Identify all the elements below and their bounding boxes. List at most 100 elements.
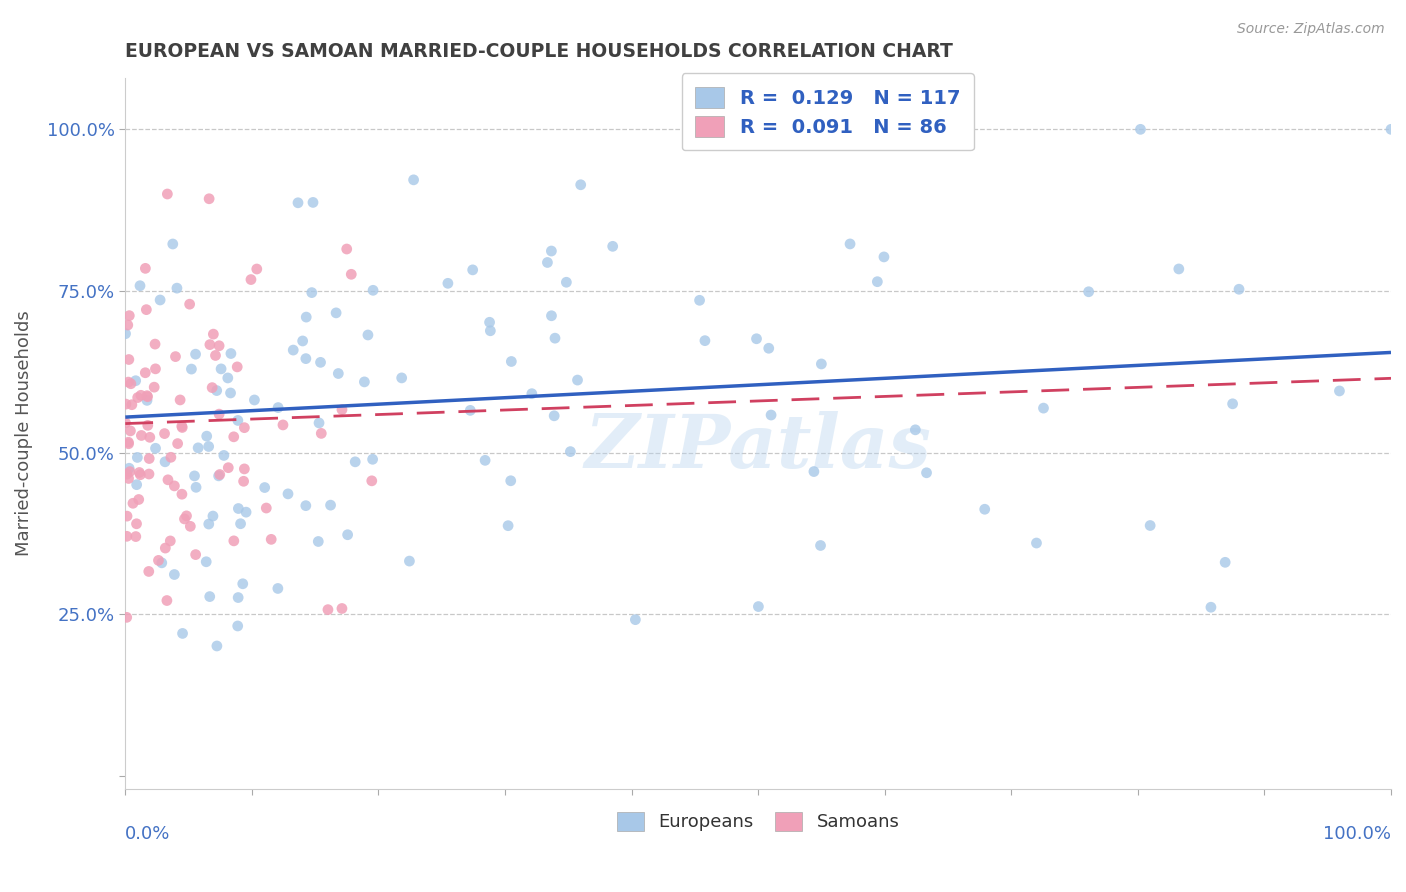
Point <box>478 315 501 329</box>
Point <box>543 409 565 423</box>
Point <box>115 397 138 411</box>
Point <box>125 477 148 491</box>
Point <box>150 556 173 570</box>
Point <box>243 392 266 407</box>
Point <box>198 337 221 351</box>
Point <box>271 417 294 432</box>
Point <box>155 541 177 555</box>
Point <box>129 467 152 482</box>
Point <box>319 498 342 512</box>
Point <box>136 390 159 404</box>
Point <box>117 471 139 485</box>
Point <box>745 332 768 346</box>
Point <box>229 516 252 531</box>
Text: Source: ZipAtlas.com: Source: ZipAtlas.com <box>1237 22 1385 37</box>
Point <box>624 613 647 627</box>
Point <box>353 375 375 389</box>
Point <box>499 474 522 488</box>
Point <box>254 501 277 516</box>
Point <box>153 426 176 441</box>
Point <box>803 465 825 479</box>
Point <box>222 430 245 444</box>
Point <box>217 371 239 385</box>
Point <box>311 426 333 441</box>
Point <box>163 479 186 493</box>
Text: EUROPEAN VS SAMOAN MARRIED-COUPLE HOUSEHOLDS CORRELATION CHART: EUROPEAN VS SAMOAN MARRIED-COUPLE HOUSEH… <box>125 42 953 61</box>
Point <box>1213 555 1236 569</box>
Point <box>212 449 235 463</box>
Point <box>283 343 305 357</box>
Point <box>197 440 219 454</box>
Point <box>540 244 562 258</box>
Point <box>1379 122 1402 136</box>
Point <box>810 539 832 553</box>
Point <box>128 466 150 480</box>
Point <box>1329 384 1351 398</box>
Point <box>291 334 314 348</box>
Point <box>309 355 332 369</box>
Point <box>295 499 318 513</box>
Point <box>204 348 226 362</box>
Point <box>287 195 309 210</box>
Point <box>336 242 359 256</box>
Point <box>1032 401 1054 416</box>
Point <box>159 533 181 548</box>
Point <box>501 354 523 368</box>
Point <box>219 346 242 360</box>
Point <box>156 186 179 201</box>
Point <box>148 553 170 567</box>
Point <box>205 639 228 653</box>
Point <box>117 375 139 389</box>
Point <box>134 366 156 380</box>
Point <box>839 236 862 251</box>
Point <box>125 530 148 544</box>
Point <box>520 386 543 401</box>
Point <box>117 436 139 450</box>
Text: ZIPatlas: ZIPatlas <box>585 411 932 483</box>
Point <box>184 548 207 562</box>
Point <box>170 419 193 434</box>
Point <box>866 275 889 289</box>
Point <box>208 467 231 482</box>
Point <box>560 444 582 458</box>
Point <box>567 373 589 387</box>
Point <box>128 492 150 507</box>
Point <box>166 436 188 450</box>
Point <box>195 429 218 443</box>
Y-axis label: Married-couple Households: Married-couple Households <box>15 310 32 556</box>
Point <box>357 328 380 343</box>
Point <box>172 626 194 640</box>
Point <box>115 529 138 543</box>
Point <box>129 388 152 402</box>
Point <box>120 424 142 438</box>
Point <box>135 302 157 317</box>
Point <box>202 327 225 342</box>
Point <box>810 357 832 371</box>
Point <box>139 430 162 444</box>
Point <box>330 402 353 417</box>
Point <box>474 453 496 467</box>
Point <box>295 351 318 366</box>
Point <box>131 428 153 442</box>
Point <box>127 450 149 465</box>
Point <box>226 619 249 633</box>
Point <box>145 362 167 376</box>
Point <box>344 455 367 469</box>
Point <box>121 398 143 412</box>
Point <box>122 496 145 510</box>
Point <box>198 590 221 604</box>
Point <box>170 487 193 501</box>
Text: 0.0%: 0.0% <box>125 824 170 843</box>
Point <box>125 516 148 531</box>
Point <box>267 401 290 415</box>
Point <box>138 467 160 481</box>
Point <box>179 297 201 311</box>
Point <box>461 263 484 277</box>
Point <box>115 467 138 482</box>
Point <box>402 173 425 187</box>
Point <box>208 339 231 353</box>
Point <box>235 505 257 519</box>
Point <box>361 452 384 467</box>
Point <box>118 309 141 323</box>
Point <box>253 481 276 495</box>
